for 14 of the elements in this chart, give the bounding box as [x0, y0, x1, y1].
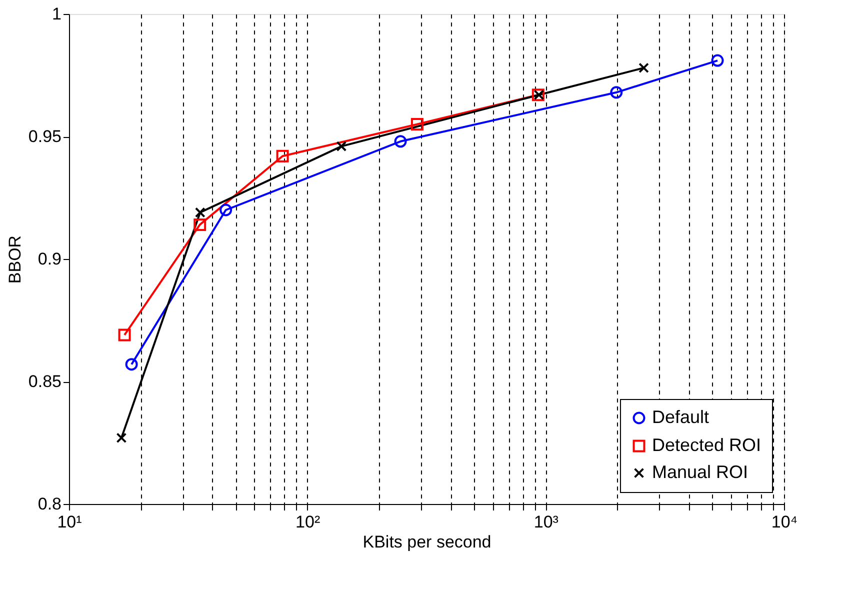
y-axis-title: BBOR — [5, 235, 24, 284]
y-tick-label: 0.9 — [38, 250, 62, 268]
legend-label: Default — [652, 407, 710, 427]
legend-label: Manual ROI — [652, 462, 748, 482]
x-tick-label: 10³ — [534, 512, 559, 532]
y-tick-label: 0.85 — [28, 372, 62, 391]
y-tick-label: 0.8 — [38, 494, 62, 514]
y-tick-label: 1 — [52, 4, 62, 24]
x-tick-label: 10² — [296, 512, 320, 532]
legend-label: Detected ROI — [652, 435, 762, 455]
y-tick-label: 0.95 — [28, 127, 62, 146]
x-axis-title: KBits per second — [362, 532, 492, 552]
x-tick-label: 10¹ — [57, 512, 82, 532]
x-tick-label: 10⁴ — [771, 512, 798, 532]
